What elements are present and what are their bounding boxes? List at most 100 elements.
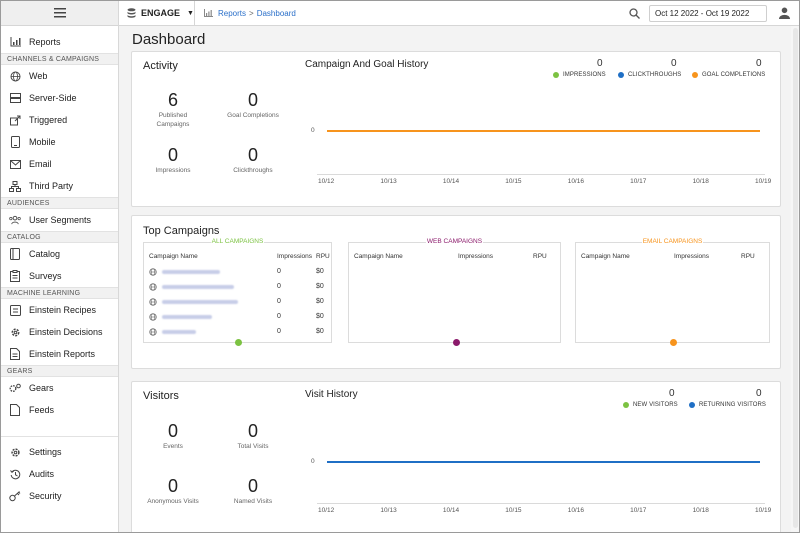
sidebar-item-third-party[interactable]: Third Party <box>1 175 118 197</box>
panel-pager-dot[interactable] <box>670 339 677 346</box>
campaign-name-redacted[interactable] <box>162 285 234 289</box>
sidebar-item-einstein-recipes[interactable]: Einstein Recipes <box>1 299 118 321</box>
campaign-name-redacted[interactable] <box>162 270 220 274</box>
stat-label: Named Visits <box>233 498 273 505</box>
cell-impressions: 0 <box>277 328 281 335</box>
stat-label: Clickthroughs <box>233 167 273 174</box>
search-icon[interactable] <box>629 8 640 19</box>
legend-dot <box>689 402 695 408</box>
stat-label: Impressions <box>155 167 191 174</box>
col-impressions: Impressions <box>277 253 313 260</box>
stat-value: 0 <box>167 476 178 496</box>
panel-title-text: EMAIL CAMPAIGNS <box>641 238 704 245</box>
x-axis-tick: 10/14 <box>442 507 460 514</box>
campaign-name-redacted[interactable] <box>162 330 196 334</box>
panel-pager-dot[interactable] <box>453 339 460 346</box>
sidebar-item-security[interactable]: Security <box>1 485 118 507</box>
sidebar-item-label: Catalog <box>29 249 61 259</box>
stat-value: 0 <box>247 421 258 441</box>
x-axis-tick: 10/17 <box>630 507 647 514</box>
sidebar-item-label: Security <box>29 491 62 501</box>
breadcrumb-reports-link[interactable]: Reports <box>218 8 247 18</box>
sidebar-item-user-segments[interactable]: User Segments <box>1 209 118 231</box>
sidebar-item-catalog[interactable]: Catalog <box>1 243 118 265</box>
campaign-name-redacted[interactable] <box>162 315 212 319</box>
settings-icon <box>9 446 21 458</box>
x-axis-tick: 10/17 <box>630 178 647 185</box>
col-campaign-name: Campaign Name <box>354 253 403 260</box>
impressions-total: 0 <box>597 58 603 69</box>
sidebar-item-feeds[interactable]: Feeds <box>1 399 118 421</box>
activity-card: Activity 6 Published Campaigns 0 Goal Co… <box>131 51 781 207</box>
web-campaigns-title: WEB CAMPAIGNS <box>349 238 560 245</box>
hamburger-icon <box>53 8 66 18</box>
goal-completions-line <box>327 130 760 132</box>
sidebar-item-einstein-decisions[interactable]: Einstein Decisions <box>1 321 118 343</box>
panel-pager-dot[interactable] <box>235 339 242 346</box>
section-header: CATALOG <box>1 231 118 243</box>
sidebar-item-triggered[interactable]: Triggered <box>1 109 118 131</box>
sidebar-item-reports[interactable]: Reports <box>1 31 118 53</box>
document-icon <box>9 404 21 416</box>
menu-button[interactable] <box>1 1 118 26</box>
email-campaigns-title: EMAIL CAMPAIGNS <box>576 238 769 245</box>
col-rpu: RPU <box>533 253 547 260</box>
stat-impressions: 0 Impressions <box>133 145 213 175</box>
x-axis-tick: 10/16 <box>567 507 584 514</box>
sidebar-item-label: Audits <box>29 469 55 479</box>
gear-icon <box>9 326 21 338</box>
x-axis-tick: 10/19 <box>755 178 772 185</box>
globe-icon <box>149 298 157 306</box>
sidebar-item-server-side[interactable]: Server-Side <box>1 87 118 109</box>
returning-visitors-line <box>327 461 760 463</box>
sidebar-item-audits[interactable]: Audits <box>1 463 118 485</box>
section-header: MACHINE LEARNING <box>1 287 118 299</box>
sidebar-item-gears[interactable]: Gears <box>1 377 118 399</box>
table-row[interactable]: 0 $0 <box>144 310 331 325</box>
clipboard-icon <box>9 270 21 282</box>
sidebar-item-label: Email <box>29 159 52 169</box>
cell-rpu: $0 <box>316 298 324 305</box>
stat-label: Anonymous Visits <box>147 498 199 505</box>
globe-icon <box>9 70 21 82</box>
scrollbar-thumb[interactable] <box>793 28 798 528</box>
legend-new-visitors: NEW VISITORS <box>623 402 678 408</box>
table-row[interactable]: 0 $0 <box>144 295 331 310</box>
sidebar-item-label: Settings <box>29 447 62 457</box>
breadcrumb-dashboard-link[interactable]: Dashboard <box>256 8 296 18</box>
clickthroughs-total: 0 <box>671 58 677 69</box>
sidebar-item-web[interactable]: Web <box>1 65 118 87</box>
legend-dot <box>553 72 559 78</box>
date-range-picker[interactable]: Oct 12 2022 - Oct 19 2022 <box>649 5 767 22</box>
stat-value: 0 <box>247 476 258 496</box>
returning-visitors-total: 0 <box>756 388 762 399</box>
table-row[interactable]: 0 $0 <box>144 265 331 280</box>
key-icon <box>9 490 21 502</box>
campaign-name-redacted[interactable] <box>162 300 238 304</box>
campaign-history-title: Campaign And Goal History <box>305 59 429 70</box>
globe-icon <box>149 328 157 336</box>
legend-label: RETURNING VISITORS <box>699 402 767 408</box>
visitors-title: Visitors <box>143 390 179 402</box>
col-impressions: Impressions <box>458 253 494 260</box>
stat-value: 6 <box>167 90 178 110</box>
sidebar-item-surveys[interactable]: Surveys <box>1 265 118 287</box>
y-axis-tick: 0 <box>311 127 315 134</box>
table-row[interactable]: 0 $0 <box>144 280 331 295</box>
sidebar-item-label: Server-Side <box>29 93 77 103</box>
app-switcher[interactable]: ENGAGE ▼ <box>119 1 195 26</box>
sidebar-item-label: Feeds <box>29 405 55 415</box>
sidebar-item-settings[interactable]: Settings <box>1 441 118 463</box>
report-icon <box>9 348 21 360</box>
legend-label: GOAL COMPLETIONS <box>702 72 766 78</box>
cell-rpu: $0 <box>316 268 324 275</box>
sidebar-item-mobile[interactable]: Mobile <box>1 131 118 153</box>
user-icon[interactable] <box>779 7 790 19</box>
breadcrumb-separator: > <box>249 8 254 18</box>
sidebar-item-label: Third Party <box>29 181 74 191</box>
legend-dot <box>618 72 624 78</box>
all-campaigns-panel: ALL CAMPAIGNS Campaign Name Impressions … <box>143 238 332 346</box>
table-row[interactable]: 0 $0 <box>144 325 331 340</box>
sidebar-item-einstein-reports[interactable]: Einstein Reports <box>1 343 118 365</box>
sidebar-item-email[interactable]: Email <box>1 153 118 175</box>
